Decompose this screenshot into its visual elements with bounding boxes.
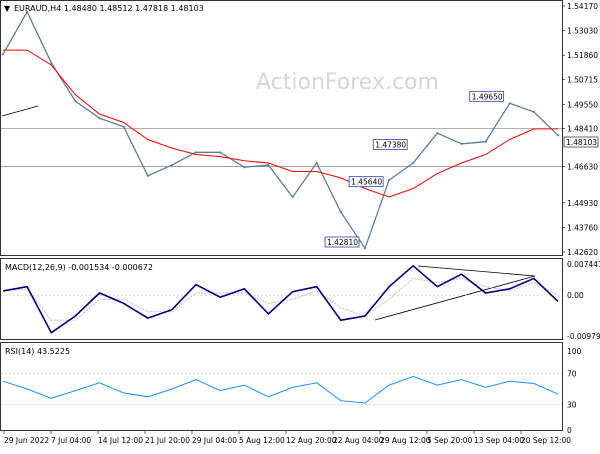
price-annotation-box (348, 176, 384, 188)
watermark: ActionForex.com (256, 70, 439, 95)
price-axis-label: 1.44930 (567, 199, 598, 208)
time-axis-label: 7 Jul 04:00 (51, 436, 91, 445)
price-point (243, 166, 246, 169)
price-trend-line (1, 105, 39, 117)
symbol-info: EURAUD,H4 1.48480 1.48512 1.47818 1.4810… (14, 4, 204, 13)
price-annotation: 1.49650 (469, 90, 505, 102)
price-point (339, 210, 342, 214)
price-annotation-box (372, 139, 408, 150)
time-axis-label: 21 Jul 20:00 (145, 436, 190, 445)
current-price-label: 1.48103 (566, 138, 597, 147)
price-point (98, 117, 101, 120)
moving-average-layer (3, 49, 558, 198)
price-point (74, 100, 77, 103)
time-axis-label: 13 Sep 04:00 (474, 436, 524, 445)
macd-axis-label: 0.00 (567, 291, 584, 300)
price-point (388, 178, 391, 182)
price-axis-label: 1.53030 (567, 26, 598, 35)
price-annotation-label: 1.45640 (351, 178, 382, 187)
price-axis-label: 1.50715 (567, 76, 598, 85)
price-axis: 1.54170 1.53030 1.51860 1.50715 1.49550 1.484… (562, 2, 598, 257)
macd-header: MACD(12,26,9) -0.001534 -0.000672 (5, 263, 153, 272)
time-axis-label: 29 Jun 2022 (4, 436, 49, 445)
time-axis-label: 5 Aug 12:00 (239, 436, 285, 445)
rsi-pane-frame (0, 342, 563, 431)
price-point (219, 151, 222, 154)
trend-lines (1, 105, 536, 321)
price-point (315, 161, 318, 165)
rsi-axis-label: 30 (567, 401, 577, 410)
time-axis-label: 29 Aug 12:00 (380, 436, 431, 445)
time-axis-label: 14 Jul 12:00 (98, 436, 143, 445)
symbol-dropdown-icon[interactable]: ▼ (4, 4, 11, 13)
price-annotation: 1.42810 (324, 236, 360, 248)
price-annotations: 1.49650 1.47380 1.45640 1.42810 (324, 90, 505, 248)
price-point (146, 174, 149, 177)
reference-lines (1, 128, 562, 167)
price-axis-label: 1.54170 (567, 2, 598, 11)
rsi-axis-label: 100 (567, 347, 582, 356)
price-point (122, 125, 125, 128)
price-axis-label: 1.48410 (567, 125, 598, 134)
moving-average-line (3, 49, 558, 198)
price-annotation: 1.47380 (372, 139, 408, 150)
price-point (1, 53, 5, 56)
price-axis-label: 1.51860 (567, 51, 598, 60)
rsi-header: RSI(14) 43.5225 (5, 347, 70, 356)
macd-axis-label: -0.009794 (567, 332, 600, 341)
current-price-tag: 1.48103 (563, 136, 599, 148)
time-axis-label: 22 Aug 04:00 (333, 436, 384, 445)
price-axis-label: 1.43760 (567, 224, 598, 233)
price-annotation-label: 1.49650 (472, 92, 503, 101)
price-annotation: 1.45640 (348, 176, 384, 188)
rsi-axis: 100 70 30 0 (567, 347, 582, 435)
price-axis-label: 1.49550 (567, 100, 598, 109)
price-axis-label: 1.46630 (567, 163, 598, 172)
time-axis: 29 Jun 2022 7 Jul 04:00 14 Jul 12:00 21 Jul… (3, 431, 571, 445)
price-annotation-box (469, 90, 505, 102)
time-axis-label: 12 Aug 20:00 (286, 436, 337, 445)
price-point (267, 164, 270, 167)
price-series-line (2, 10, 559, 250)
time-axis-label: 5 Sep 20:00 (427, 436, 473, 445)
price-point (460, 142, 463, 145)
price-point (194, 151, 198, 154)
macd-axis: 0.007441 0.00 -0.009794 (567, 260, 600, 341)
price-point (50, 61, 53, 64)
rsi-axis-label: 0 (567, 426, 572, 435)
price-point (363, 247, 367, 250)
macd-line (2, 264, 559, 334)
macd-signal-line (2, 277, 559, 321)
time-axis-label: 29 Jul 04:00 (192, 436, 237, 445)
price-point (170, 164, 173, 167)
macd-layer (1, 264, 562, 334)
main-header: ▼ EURAUD,H4 1.48480 1.48512 1.47818 1.48… (4, 4, 204, 13)
price-layer (1, 10, 560, 250)
price-point (436, 132, 439, 135)
rsi-line (2, 375, 559, 404)
price-point (532, 110, 536, 113)
time-axis-label: 20 Sep 12:00 (521, 436, 571, 445)
price-annotation-label: 1.47380 (375, 141, 406, 150)
price-axis-label: 1.42620 (567, 248, 598, 257)
rsi-layer (1, 373, 562, 405)
price-point (508, 102, 511, 105)
macd-resistance-trend-line (417, 265, 536, 277)
main-pane-frame (0, 0, 563, 256)
price-point (291, 195, 294, 199)
price-point (26, 10, 29, 13)
price-point (484, 140, 487, 143)
price-annotation-box (324, 236, 360, 248)
rsi-axis-label: 70 (567, 369, 577, 378)
price-annotation-label: 1.42810 (327, 238, 358, 247)
price-point (412, 161, 415, 165)
macd-axis-label: 0.007441 (567, 260, 600, 269)
macd-support-trend-line (374, 275, 536, 321)
price-point (556, 134, 560, 137)
